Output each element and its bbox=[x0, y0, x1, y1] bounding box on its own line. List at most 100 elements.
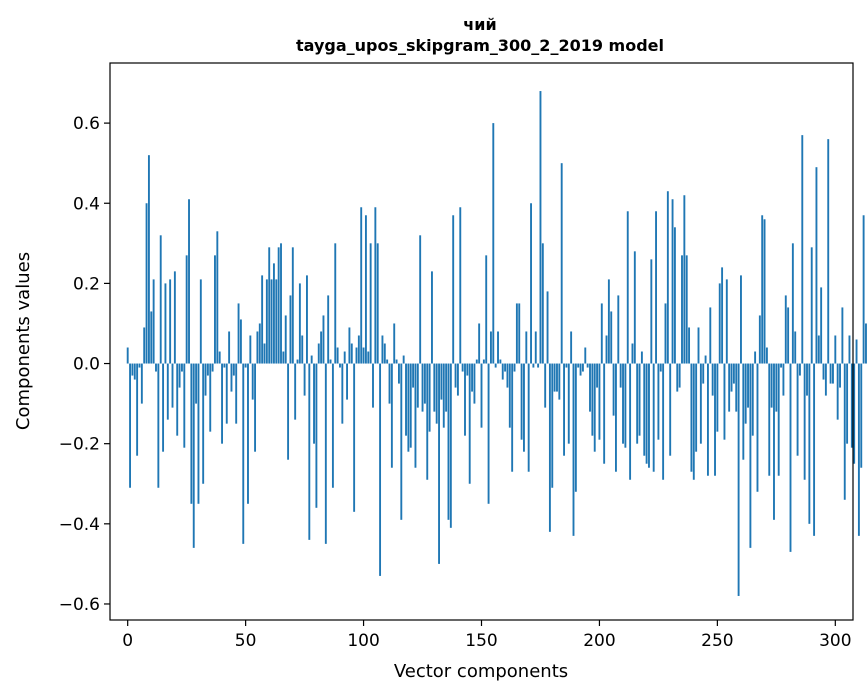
bar-component-297 bbox=[827, 139, 830, 364]
bar-component-85 bbox=[327, 295, 330, 364]
bar-component-183 bbox=[558, 363, 561, 400]
bar-component-230 bbox=[669, 363, 672, 456]
bar-component-109 bbox=[383, 343, 386, 364]
bar-component-298 bbox=[829, 363, 832, 384]
bar-component-293 bbox=[817, 335, 820, 364]
bar-component-122 bbox=[414, 363, 417, 468]
bar-component-192 bbox=[579, 363, 582, 376]
bar-component-286 bbox=[801, 135, 804, 364]
bar-component-253 bbox=[723, 363, 726, 440]
bar-component-169 bbox=[525, 331, 528, 364]
bar-component-92 bbox=[343, 351, 346, 364]
bar-component-141 bbox=[459, 207, 462, 364]
bar-component-239 bbox=[690, 363, 693, 472]
bar-component-20 bbox=[173, 271, 176, 364]
bar-component-220 bbox=[645, 363, 648, 464]
bar-component-146 bbox=[471, 363, 474, 392]
bar-component-283 bbox=[794, 331, 797, 364]
bar-component-55 bbox=[256, 331, 259, 364]
bar-component-16 bbox=[164, 283, 167, 364]
bar-component-170 bbox=[527, 363, 530, 472]
bar-component-111 bbox=[388, 363, 391, 404]
y-tick-label: 0.0 bbox=[73, 355, 100, 375]
bar-component-240 bbox=[692, 363, 695, 480]
bar-component-202 bbox=[603, 363, 606, 464]
bar-component-34 bbox=[206, 363, 209, 376]
bar-component-2 bbox=[131, 363, 134, 376]
bar-component-25 bbox=[185, 255, 188, 364]
bar-component-33 bbox=[204, 363, 207, 396]
bar-component-37 bbox=[214, 255, 216, 364]
bar-component-57 bbox=[261, 275, 264, 364]
chart-title-line-1: чий bbox=[463, 15, 496, 34]
bar-component-224 bbox=[655, 211, 657, 364]
bar-component-160 bbox=[504, 363, 507, 372]
bar-component-262 bbox=[744, 363, 747, 424]
bar-component-165 bbox=[515, 303, 518, 364]
bar-component-30 bbox=[197, 363, 200, 504]
bar-component-299 bbox=[832, 363, 834, 384]
bar-component-228 bbox=[664, 303, 667, 364]
y-axis: −0.6 −0.4 −0.2 0.0 0.2 0.4 0.6 bbox=[59, 114, 110, 615]
bar-component-64 bbox=[277, 247, 280, 364]
bar-component-197 bbox=[591, 363, 594, 436]
bar-component-227 bbox=[662, 363, 665, 480]
bar-component-246 bbox=[706, 363, 709, 476]
bar-component-126 bbox=[423, 363, 426, 404]
bar-component-90 bbox=[339, 363, 341, 368]
bar-component-137 bbox=[449, 363, 452, 528]
bar-component-66 bbox=[282, 351, 285, 364]
bar-component-9 bbox=[147, 155, 150, 364]
bar-component-207 bbox=[615, 363, 617, 472]
y-tick-label: 0.6 bbox=[73, 114, 100, 134]
bar-component-242 bbox=[697, 327, 700, 364]
bar-component-234 bbox=[678, 363, 681, 388]
bar-component-171 bbox=[530, 203, 532, 364]
bar-component-82 bbox=[320, 331, 323, 364]
bar-component-104 bbox=[372, 363, 374, 408]
bar-component-107 bbox=[379, 363, 382, 576]
bar-component-4 bbox=[136, 363, 139, 456]
bar-component-87 bbox=[331, 363, 334, 488]
bar-component-243 bbox=[699, 363, 702, 444]
y-tick-label: −0.6 bbox=[59, 595, 100, 615]
bars-group bbox=[126, 91, 867, 596]
bar-component-270 bbox=[763, 219, 766, 364]
bar-component-267 bbox=[756, 363, 759, 492]
bar-component-42 bbox=[225, 363, 228, 424]
bar-component-89 bbox=[336, 347, 339, 364]
bar-component-74 bbox=[301, 335, 304, 364]
x-tick-label: 50 bbox=[235, 631, 257, 651]
bar-component-290 bbox=[810, 247, 813, 364]
bar-component-130 bbox=[433, 363, 436, 412]
bar-component-59 bbox=[265, 279, 268, 364]
bar-component-23 bbox=[181, 363, 183, 372]
bar-component-106 bbox=[376, 243, 379, 364]
bar-component-56 bbox=[258, 323, 261, 364]
bar-component-226 bbox=[659, 363, 662, 372]
bar-component-162 bbox=[508, 363, 511, 428]
bar-component-174 bbox=[537, 363, 540, 368]
bar-component-178 bbox=[546, 291, 549, 364]
bar-component-158 bbox=[499, 359, 502, 364]
bar-component-113 bbox=[393, 323, 396, 364]
bar-component-67 bbox=[284, 315, 287, 364]
bar-component-72 bbox=[296, 359, 299, 364]
bar-component-54 bbox=[254, 363, 257, 452]
bar-component-261 bbox=[742, 363, 745, 460]
bar-component-271 bbox=[765, 347, 768, 364]
bar-component-13 bbox=[157, 363, 160, 488]
bar-component-50 bbox=[244, 363, 247, 368]
bar-component-152 bbox=[485, 255, 488, 364]
bar-component-221 bbox=[648, 363, 650, 468]
bar-component-77 bbox=[308, 363, 311, 540]
bar-component-305 bbox=[846, 363, 849, 444]
bar-component-223 bbox=[652, 363, 655, 472]
bar-component-205 bbox=[610, 311, 613, 364]
x-tick-label: 250 bbox=[701, 631, 733, 651]
bar-component-218 bbox=[640, 351, 643, 364]
bar-component-40 bbox=[221, 363, 223, 444]
bar-component-302 bbox=[839, 363, 841, 388]
bar-component-289 bbox=[808, 363, 811, 524]
bar-component-49 bbox=[242, 363, 245, 544]
